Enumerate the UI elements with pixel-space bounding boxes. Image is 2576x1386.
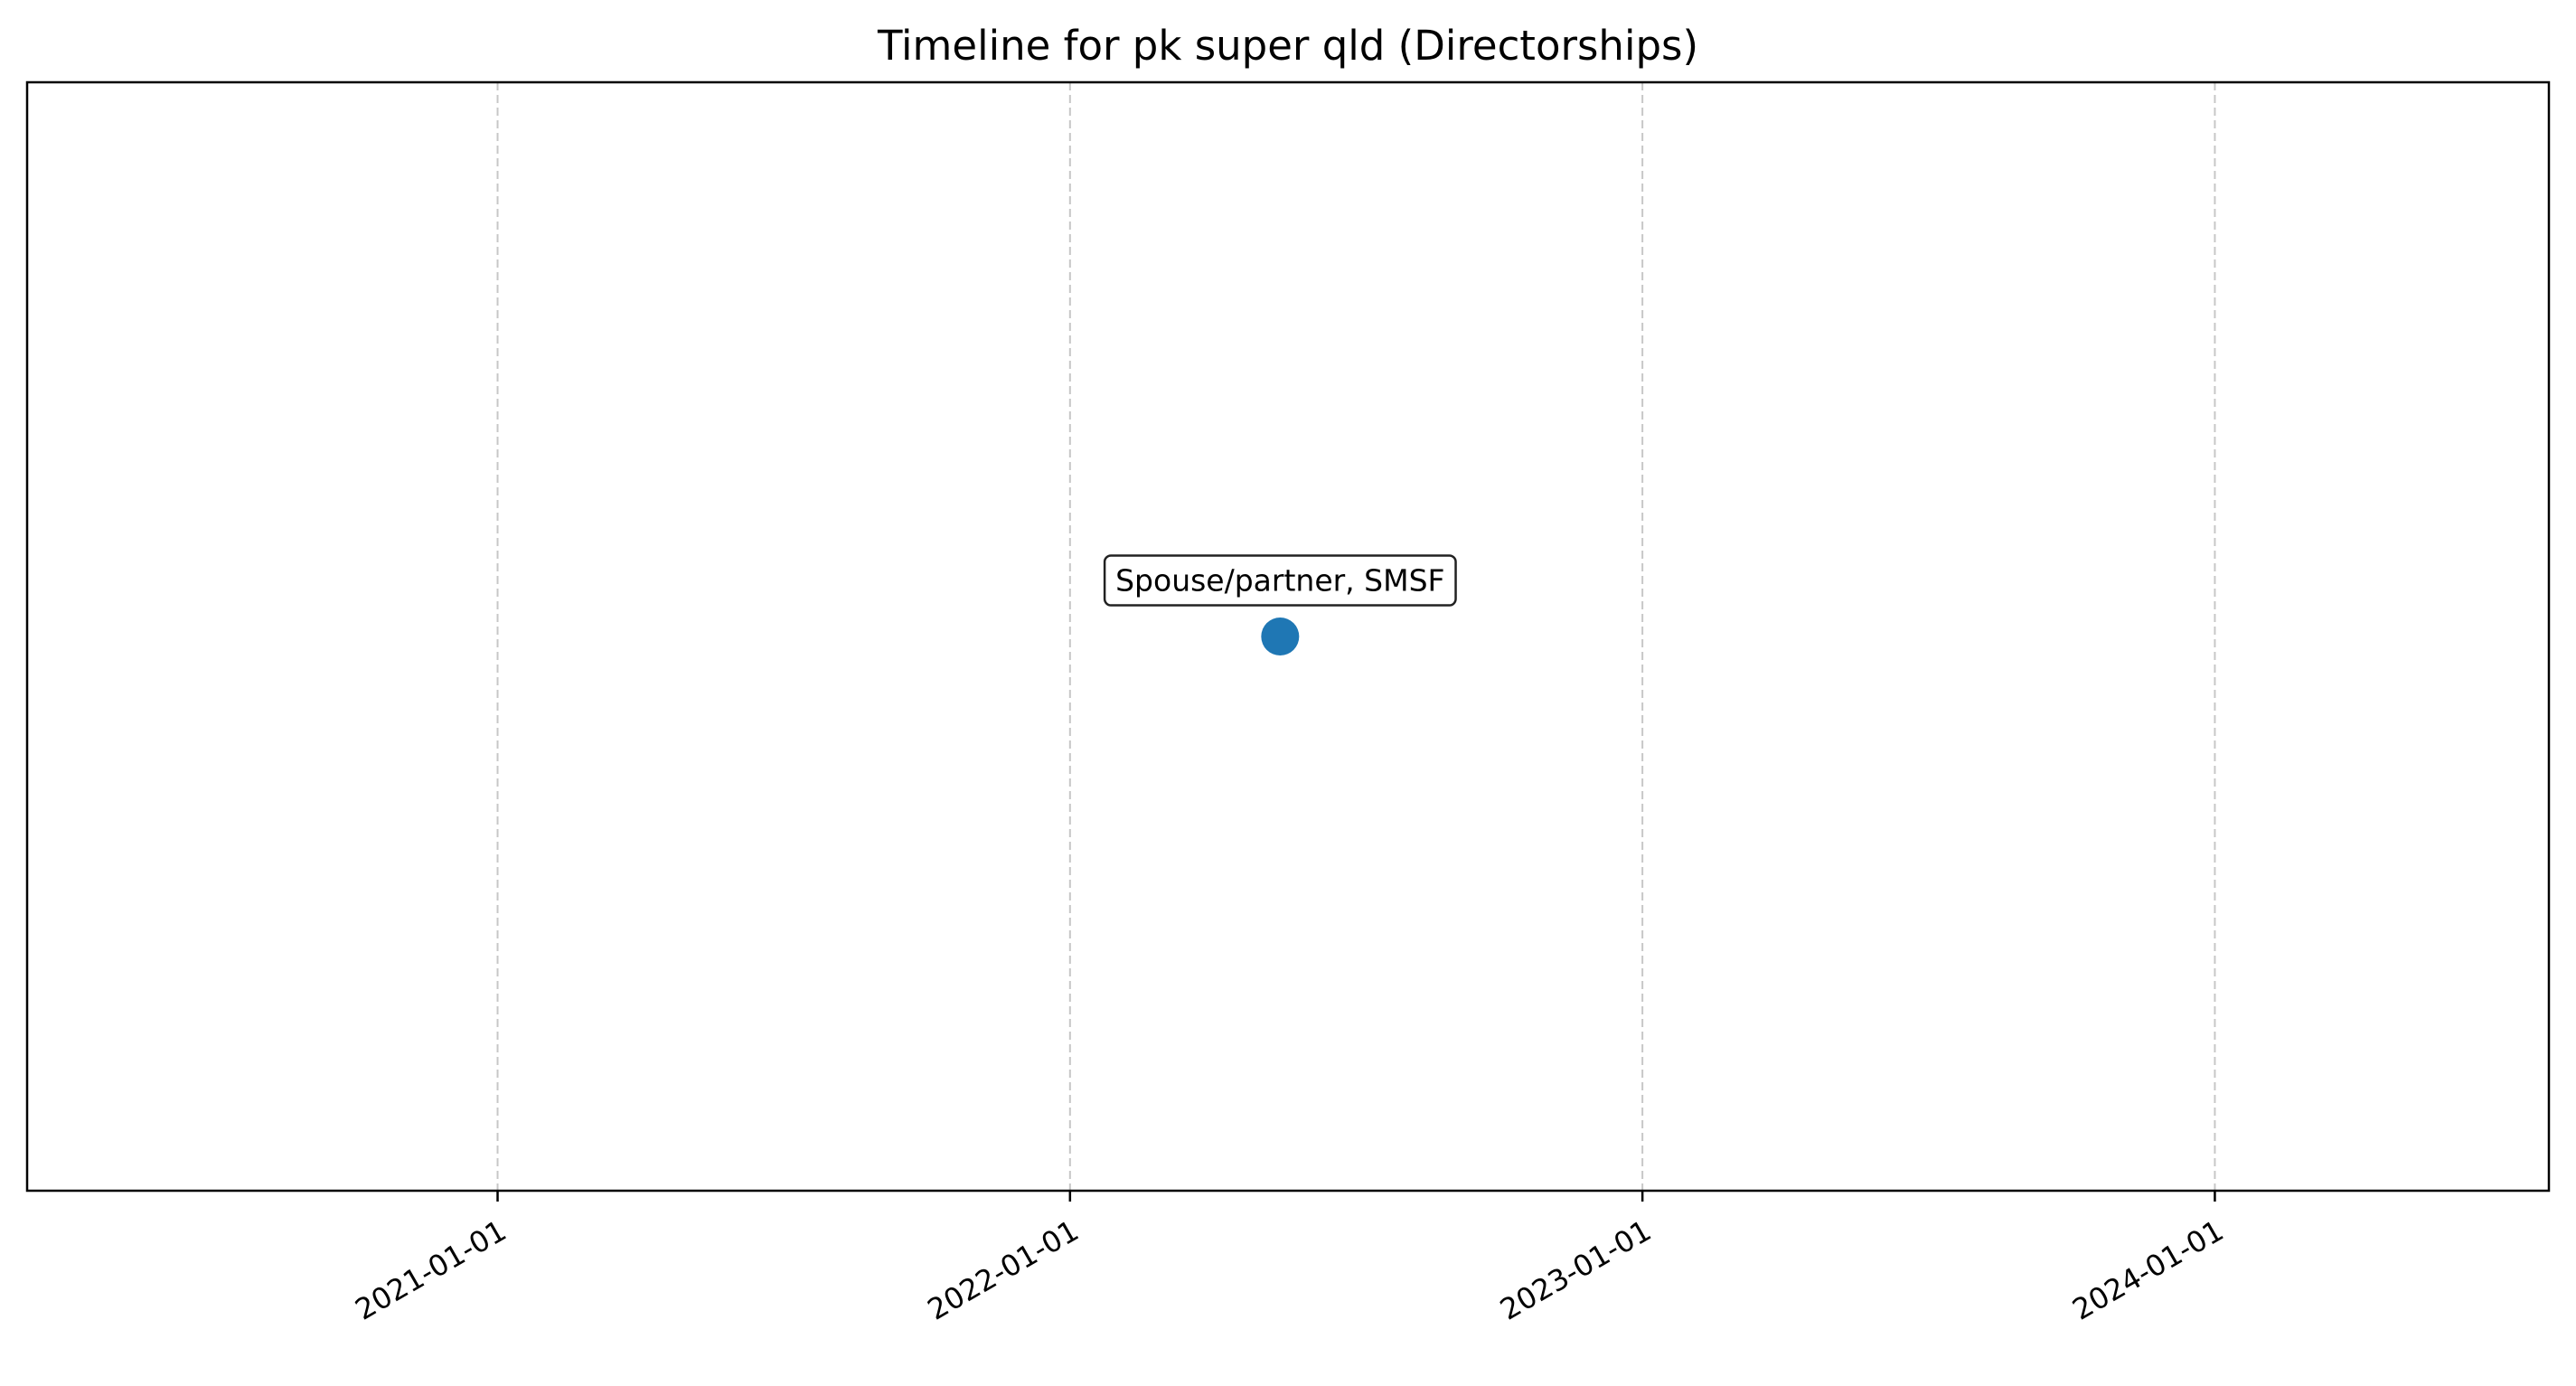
plot-frame xyxy=(25,80,2551,1193)
chart-title: Timeline for pk super qld (Directorships… xyxy=(877,22,1698,70)
point-annotation: Spouse/partner, SMSF xyxy=(1103,554,1457,607)
x-tick-label: 2024-01-01 xyxy=(2066,1213,2229,1327)
x-tick-label: 2022-01-01 xyxy=(922,1213,1085,1327)
data-points: Spouse/partner, SMSF xyxy=(1103,554,1457,655)
annotation-box xyxy=(1103,554,1457,607)
x-tick-label: 2021-01-01 xyxy=(349,1213,512,1327)
data-point xyxy=(1261,618,1300,655)
x-axis-ticks: 2021-01-01 2022-01-01 2023-01-01 2024-01-01 xyxy=(349,1191,2229,1327)
point-label: Spouse/partner, SMSF xyxy=(1115,563,1444,599)
x-tick-label: 2023-01-01 xyxy=(1494,1213,1657,1327)
gridlines xyxy=(496,82,2216,1191)
